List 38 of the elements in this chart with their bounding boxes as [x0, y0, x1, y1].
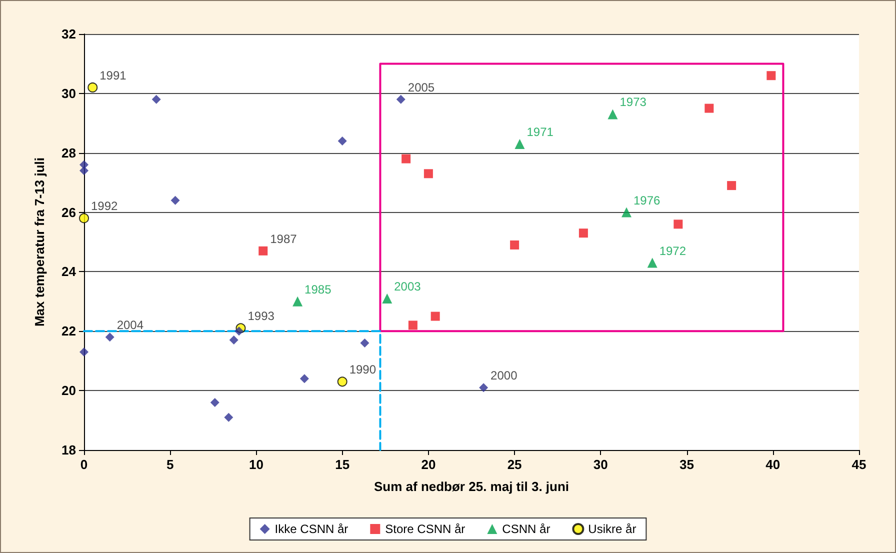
- x-axis-title: Sum af nedbør 25. maj til 3. juni: [374, 479, 570, 494]
- annotation: 1987: [270, 232, 298, 246]
- x-tick-label: 15: [335, 457, 350, 472]
- legend-label: CSNN år: [502, 522, 550, 536]
- x-tick-label: 30: [593, 457, 608, 472]
- y-tick-label: 32: [62, 26, 76, 42]
- annotation: 1973: [620, 95, 647, 110]
- legend-label: Ikke CSNN år: [274, 522, 348, 536]
- x-tick-label: 0: [80, 457, 88, 472]
- x-tick-label: 45: [852, 457, 866, 472]
- annotation: 1971: [526, 124, 554, 139]
- x-tick-label: 20: [421, 457, 436, 472]
- annotation: 2005: [408, 80, 435, 94]
- y-tick-label: 18: [62, 442, 76, 458]
- y-axis-title: Max temperatur fra 7-13 juli: [32, 157, 47, 327]
- legend-label: Store CSNN år: [385, 522, 466, 536]
- y-tick-label: 20: [62, 383, 76, 398]
- annotation: 1985: [304, 282, 332, 296]
- y-tick-label: 28: [62, 145, 76, 160]
- annotation: 1972: [659, 244, 686, 258]
- y-tick-label: 22: [62, 324, 76, 339]
- annotation: 2000: [490, 368, 518, 383]
- y-tick-label: 30: [62, 86, 76, 101]
- x-tick-label: 35: [680, 457, 694, 472]
- x-tick-label: 5: [166, 457, 174, 472]
- y-tick-label: 24: [62, 264, 77, 280]
- x-tick-label: 10: [248, 457, 264, 472]
- annotation: 2004: [116, 318, 144, 332]
- legend-label: Usikre år: [588, 522, 636, 536]
- annotation: 2003: [394, 279, 422, 294]
- annotation: 1992: [91, 199, 118, 214]
- annotation: 1976: [634, 193, 661, 208]
- y-tick-label: 26: [62, 204, 76, 220]
- x-tick-label: 25: [507, 457, 522, 472]
- annotation: 1990: [349, 362, 376, 377]
- x-tick-label: 40: [766, 457, 780, 472]
- annotation: 1993: [248, 309, 275, 324]
- annotation: 1991: [100, 68, 127, 82]
